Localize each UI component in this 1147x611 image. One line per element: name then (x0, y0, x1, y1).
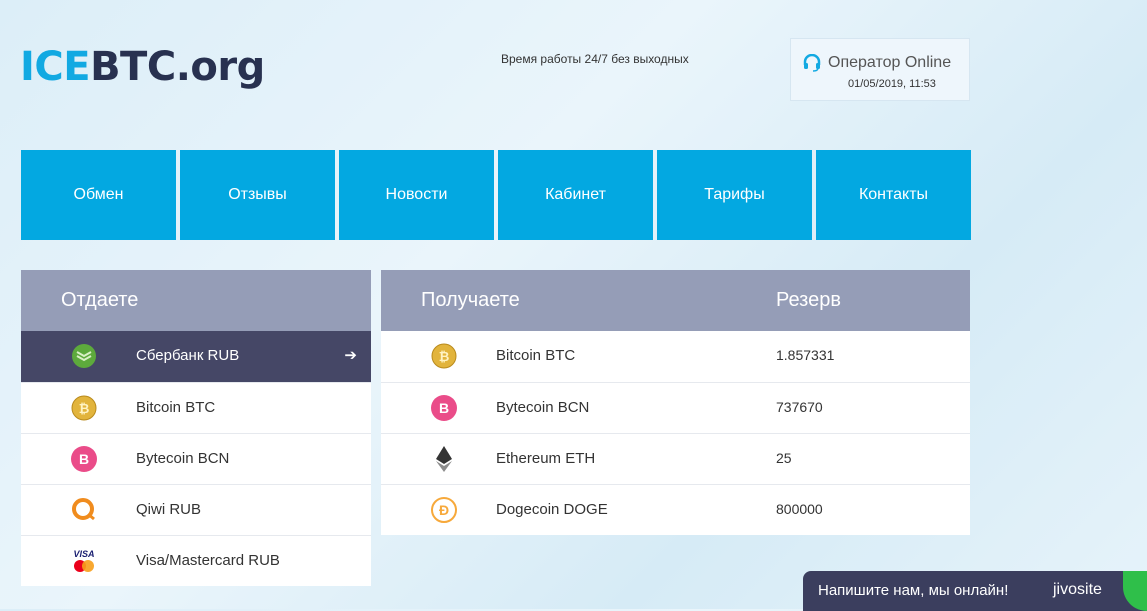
receive-item-ethereum[interactable]: Ethereum ETH 25 (381, 433, 970, 484)
receive-item-bitcoin[interactable]: ₿ Bitcoin BTC 1.857331 (381, 331, 970, 382)
ethereum-icon (436, 446, 452, 472)
nav-cabinet[interactable]: Кабинет (498, 150, 653, 240)
main-nav: Обмен Отзывы Новости Кабинет Тарифы Конт… (21, 150, 971, 240)
svg-text:B: B (439, 400, 449, 416)
give-item-bitcoin[interactable]: ₿ Bitcoin BTC (21, 382, 371, 433)
nav-contacts[interactable]: Контакты (816, 150, 971, 240)
give-panel: Отдаете Сбербанк RUB ➔ ₿ Bitcoin BTC B By… (21, 270, 371, 586)
headset-icon (803, 54, 821, 72)
receive-title: Получаете (421, 289, 520, 311)
operator-status[interactable]: Оператор Online 01/05/2019, 11:53 (790, 38, 970, 101)
give-title: Отдаете (61, 289, 139, 311)
jivosite-logo: jivosite (1053, 581, 1102, 598)
svg-text:₿: ₿ (439, 349, 450, 364)
working-hours: Время работы 24/7 без выходных (501, 52, 689, 66)
nav-exchange[interactable]: Обмен (21, 150, 176, 240)
visa-mastercard-icon: VISA (73, 549, 95, 572)
receive-item-dogecoin[interactable]: Đ Dogecoin DOGE 800000 (381, 484, 970, 535)
give-item-visa-mastercard[interactable]: VISA Visa/Mastercard RUB (21, 535, 371, 586)
nav-tariffs[interactable]: Тарифы (657, 150, 812, 240)
logo[interactable]: ICEBTC.org (20, 44, 265, 90)
receive-panel: Получаете Резерв ₿ Bitcoin BTC 1.857331 B … (381, 270, 970, 535)
give-item-sberbank[interactable]: Сбербанк RUB ➔ (21, 331, 371, 382)
bitcoin-icon: ₿ (71, 395, 97, 421)
sberbank-icon (72, 344, 96, 368)
svg-text:Đ: Đ (439, 502, 449, 518)
bitcoin-icon: ₿ (431, 343, 457, 369)
give-item-qiwi[interactable]: Qiwi RUB (21, 484, 371, 535)
receive-item-bytecoin[interactable]: B Bytecoin BCN 737670 (381, 382, 970, 433)
give-item-bytecoin[interactable]: B Bytecoin BCN (21, 433, 371, 484)
reserve-value: 800000 (776, 501, 823, 517)
bytecoin-icon: B (71, 446, 97, 472)
svg-text:B: B (79, 451, 89, 467)
svg-text:₿: ₿ (79, 401, 90, 416)
reserve-value: 737670 (776, 399, 823, 415)
reserve-title: Резерв (776, 289, 841, 311)
svg-text:VISA: VISA (73, 549, 94, 559)
chat-widget[interactable]: Напишите нам, мы онлайн! jivosite (803, 571, 1147, 611)
qiwi-icon (72, 498, 95, 521)
arrow-right-icon: ➔ (344, 347, 357, 364)
reserve-value: 1.857331 (776, 347, 835, 363)
nav-news[interactable]: Новости (339, 150, 494, 240)
dogecoin-icon: Đ (431, 497, 457, 523)
leaf-icon (1123, 571, 1147, 611)
chat-text: Напишите нам, мы онлайн! (818, 582, 1009, 599)
reserve-value: 25 (776, 450, 792, 466)
bytecoin-icon: B (431, 395, 457, 421)
nav-reviews[interactable]: Отзывы (180, 150, 335, 240)
datetime: 01/05/2019, 11:53 (848, 78, 936, 90)
operator-label: Оператор Online (828, 54, 952, 71)
